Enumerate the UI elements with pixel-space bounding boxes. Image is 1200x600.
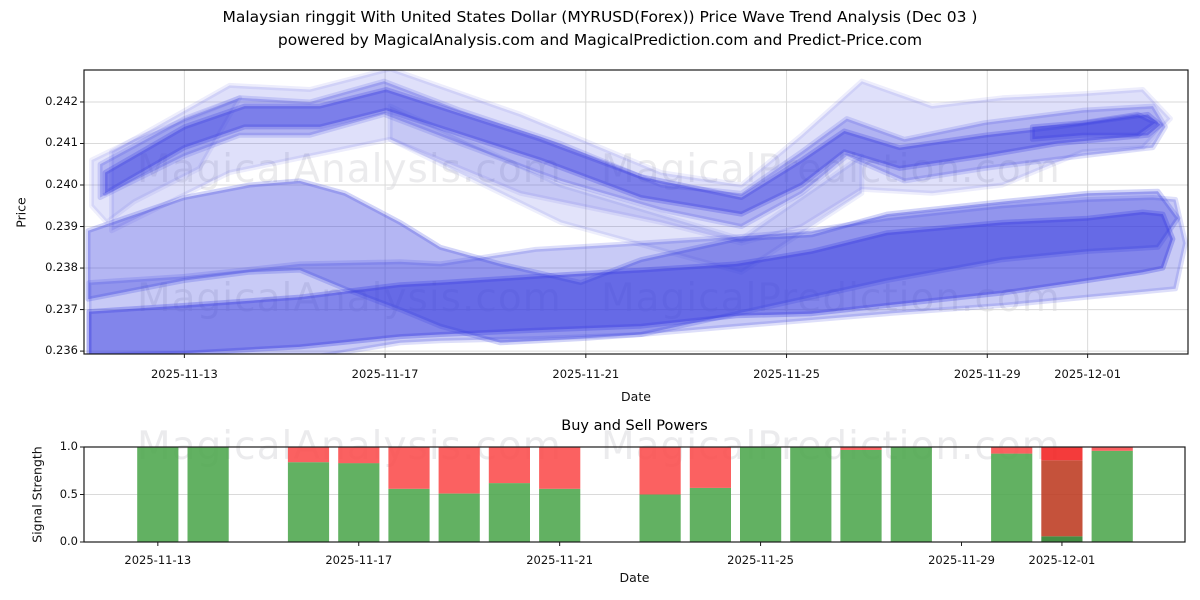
price-band-lower-core: [86, 209, 1176, 354]
signal-bar-segment-red-2025-11-30: [991, 447, 1033, 454]
price-band-upper-light: [109, 70, 1173, 246]
signal-bar-segment-green-2025-11-18: [388, 488, 430, 542]
signal-bar-segment-green-2025-11-28: [890, 447, 932, 542]
signal-bar-segment-green-2025-11-21: [539, 488, 581, 542]
price-band-upper-descent-ribbon: [387, 103, 865, 275]
signal-bar-segment-green-2025-12-02: [1091, 450, 1133, 542]
signal-bar-segment-red-2025-11-17: [338, 447, 380, 464]
signal-bar-segment-green-2025-11-17: [338, 463, 380, 542]
price-band-upper-medium: [97, 78, 1168, 229]
price-band-upper-left-fan: [89, 95, 243, 225]
signal-bar-segment-maroon-2025-12-01: [1041, 460, 1083, 537]
signal-chart-title: Buy and Sell Powers: [561, 418, 708, 434]
signal-bar-segment-red-2025-11-19: [438, 447, 480, 494]
signal-bar-segment-green-2025-11-26: [790, 447, 832, 542]
signal-bar-segment-green-2025-11-13: [137, 447, 179, 542]
figure-subtitle: powered by MagicalAnalysis.com and Magic…: [277, 31, 923, 49]
price-band-middle-ribbon: [85, 178, 1181, 346]
signal-bar-segment-red-2025-11-27: [840, 447, 882, 450]
signal-bar-segment-green-2025-11-24: [689, 487, 731, 542]
price-plot-border: [83, 69, 1189, 355]
signal-bar-segment-green-2025-11-23: [639, 494, 681, 542]
signal-bar-segment-green-2025-11-25: [740, 447, 782, 542]
signal-bar-segment-green-2025-11-20: [488, 483, 530, 542]
signal-bar-segment-red-2025-11-21: [539, 447, 581, 489]
watermark-analysis: MagicalAnalysis.com: [137, 147, 562, 192]
price-band-upper-core: [102, 87, 1163, 217]
watermark-prediction: MagicalPrediction.com: [601, 147, 1061, 192]
signal-bar-segment-dark_green-2025-12-01: [1041, 536, 1083, 542]
signal-bar-segment-red-2025-11-24: [689, 447, 731, 488]
signal-bar-segment-bright_red-2025-12-01: [1041, 447, 1083, 461]
signal-bar-segment-green-2025-11-16: [287, 462, 330, 542]
signal-bar-segment-red-2025-11-20: [488, 447, 530, 484]
signal-bar-segment-green-2025-11-14: [187, 447, 229, 542]
signal-bar-segment-green-2025-11-27: [840, 449, 882, 542]
signal-bar-segment-red-2025-12-02: [1091, 447, 1133, 451]
signal-bar-segment-red-2025-11-23: [639, 447, 681, 495]
signal-bar-segment-green-2025-11-19: [438, 493, 480, 543]
price-band-upper-hot: [1029, 111, 1158, 142]
signal-bar-segment-green-2025-11-30: [991, 453, 1033, 542]
signal-bar-segment-red-2025-11-16: [287, 447, 330, 463]
figure-title: Malaysian ringgit With United States Dol…: [222, 8, 978, 26]
signal-bar-segment-red-2025-11-18: [388, 447, 430, 489]
signal-plot-border: [83, 446, 1186, 543]
